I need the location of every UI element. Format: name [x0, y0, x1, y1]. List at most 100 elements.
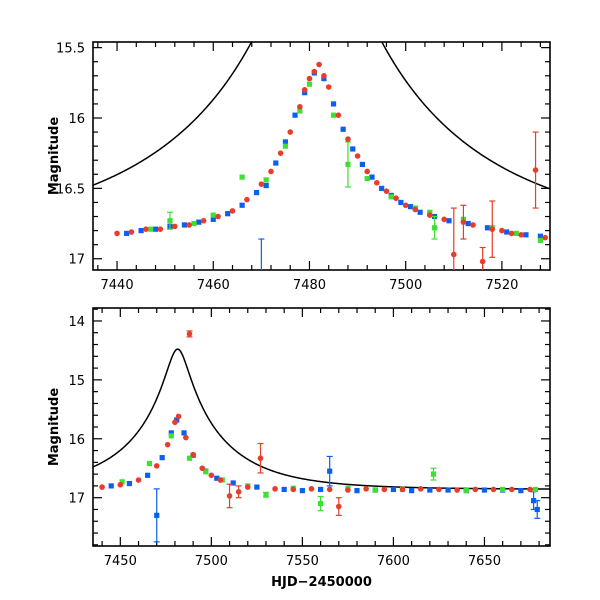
bottom-data-point	[146, 460, 153, 467]
top-data-point	[484, 225, 491, 231]
bottom-x-tick-label: 7600	[377, 554, 410, 569]
top-data-point	[446, 218, 452, 224]
top-data-point	[350, 146, 356, 152]
top-data-point	[114, 230, 120, 237]
bottom-data-point	[154, 512, 160, 518]
bottom-data-point	[235, 489, 242, 495]
bottom-model-curve	[93, 348, 550, 490]
bottom-data-point	[244, 484, 251, 490]
bottom-x-tick-label: 7650	[468, 554, 501, 569]
bottom-data-point	[390, 486, 397, 493]
top-data-point	[427, 209, 433, 215]
top-data-point	[345, 161, 351, 168]
bottom-data-point	[345, 487, 351, 493]
top-data-point	[282, 139, 289, 145]
top-data-point	[167, 218, 173, 224]
top-data-point	[465, 220, 471, 227]
bottom-data-point	[254, 484, 260, 490]
top-data-point	[263, 182, 269, 189]
bottom-data-point	[174, 417, 180, 423]
top-y-axis-label: Magnitude	[47, 117, 62, 196]
top-y-tick-label: 16	[68, 112, 85, 127]
bottom-data-point	[308, 486, 315, 492]
bottom-data-point	[159, 455, 165, 461]
bottom-data-point	[208, 472, 215, 479]
bottom-data-point	[454, 487, 460, 493]
top-data-point	[479, 258, 486, 265]
bottom-data-point	[199, 465, 206, 472]
top-data-point	[259, 281, 264, 286]
top-data-point	[273, 160, 279, 166]
top-data-point	[345, 136, 351, 142]
top-data-point	[148, 226, 154, 232]
bottom-data-point	[381, 486, 388, 493]
bottom-data-point	[354, 488, 360, 494]
top-data-point	[287, 129, 294, 135]
bottom-data-point	[168, 433, 174, 439]
top-data-point	[215, 213, 221, 220]
top-data-point	[374, 179, 380, 186]
top-data-point	[330, 112, 337, 118]
bottom-data-point	[145, 472, 151, 478]
top-data-point	[398, 199, 404, 206]
top-data-point	[128, 229, 135, 235]
top-data-point	[297, 103, 303, 110]
bottom-data-point	[445, 487, 451, 493]
top-model-curve	[93, 42, 550, 190]
bottom-data-point	[527, 486, 533, 493]
top-data-point	[321, 75, 327, 82]
top-data-point	[297, 108, 303, 114]
bottom-data-point	[327, 468, 333, 474]
bottom-data-point	[290, 486, 297, 493]
bottom-data-point	[490, 486, 497, 493]
bottom-data-point	[190, 451, 196, 458]
bottom-data-point	[281, 486, 287, 493]
bottom-data-point	[126, 480, 133, 487]
top-data-point	[364, 168, 371, 175]
top-data-point	[499, 227, 505, 234]
top-data-point	[200, 217, 207, 224]
bottom-data-point	[153, 463, 160, 469]
top-x-tick-label: 7480	[293, 278, 326, 293]
bottom-data-point	[257, 455, 264, 462]
bottom-data-point	[135, 477, 142, 483]
bottom-data-point	[532, 486, 539, 493]
bottom-data-point	[531, 498, 537, 504]
bottom-data-point	[164, 441, 171, 448]
top-data-point	[369, 174, 375, 180]
bottom-data-point	[186, 331, 193, 337]
top-data-point	[340, 126, 346, 132]
bottom-y-tick-label: 14	[68, 315, 85, 330]
top-plot-frame	[92, 41, 551, 271]
bottom-y-tick-label: 15	[68, 374, 85, 389]
top-data-point	[354, 153, 361, 159]
top-data-point	[316, 61, 322, 68]
top-data-point	[504, 229, 510, 235]
top-panel: 7440 7460 7480 7500 7520 15.5 16 16.5 17 Magnitud…	[47, 41, 551, 293]
bottom-x-tick-label: 7550	[286, 554, 319, 569]
bottom-data-point	[430, 471, 437, 477]
top-data-point	[383, 188, 390, 194]
top-data-point	[210, 216, 216, 222]
top-data-point	[282, 143, 289, 149]
bottom-data-point	[175, 413, 182, 420]
bottom-x-tick-label: 7450	[104, 554, 137, 569]
top-data-point	[532, 167, 539, 173]
bottom-data-point	[263, 492, 269, 498]
bottom-data-point	[217, 477, 224, 483]
top-data-point	[426, 212, 433, 218]
top-data-point	[229, 208, 236, 214]
top-y-tick-label: 17	[68, 253, 85, 268]
top-x-tick-label: 7500	[389, 278, 422, 293]
bottom-data-point	[214, 475, 220, 481]
top-data-point	[239, 202, 245, 208]
top-data-point	[321, 72, 327, 79]
top-x-tick-label: 7460	[197, 278, 230, 293]
bottom-data-point	[399, 486, 406, 493]
bottom-data-point	[172, 419, 178, 426]
bottom-data-point	[518, 488, 524, 494]
top-data-point	[143, 226, 149, 232]
top-data-point	[225, 211, 231, 217]
top-data-point	[537, 237, 543, 244]
